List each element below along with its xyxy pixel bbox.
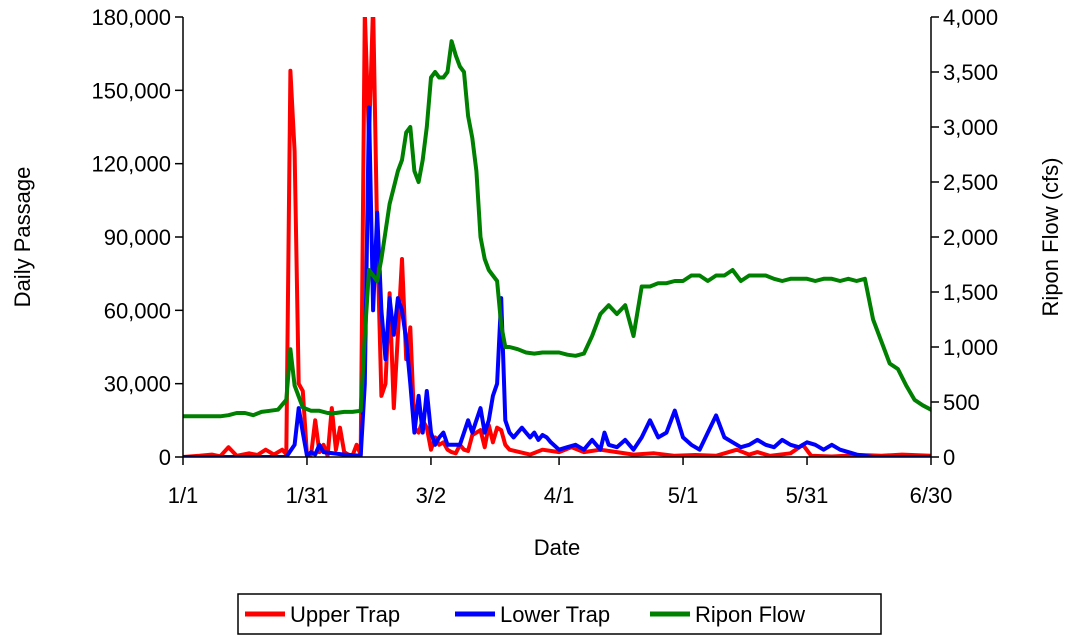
series-line-ripon-flow [183,39,931,419]
legend-label: Ripon Flow [695,602,805,627]
legend: Upper Trap Lower Trap Ripon Flow [237,593,882,635]
x-axis-title: Date [534,535,580,560]
x-tick-label: 1/31 [286,483,329,508]
x-tick-label: 1/1 [168,483,199,508]
y-left-tick-label: 0 [159,445,171,470]
y-left-tick-label: 150,000 [91,78,171,103]
y-right-tick-label: 3,000 [943,115,998,140]
legend-label: Upper Trap [290,602,400,627]
series-layer [183,17,931,457]
y-left-axis-title: Daily Passage [10,167,35,308]
series-line-lower-trap [183,105,931,457]
x-tick-label: 6/30 [910,483,953,508]
axes-layer: 0 30,000 60,000 90,000 120,000 150,000 180,000… [91,5,998,508]
legend-box [237,593,882,635]
y-right-tick-label: 3,500 [943,60,998,85]
y-right-tick-label: 500 [943,390,980,415]
x-tick-label: 5/31 [786,483,829,508]
x-tick-label: 4/1 [544,483,575,508]
y-left-tick-label: 120,000 [91,152,171,177]
legend-label: Lower Trap [500,602,610,627]
y-left-tick-label: 90,000 [104,225,171,250]
y-right-tick-label: 1,000 [943,335,998,360]
y-right-axis-title: Ripon Flow (cfs) [1038,158,1063,317]
y-right-tick-label: 1,500 [943,280,998,305]
x-tick-label: 3/2 [416,483,447,508]
y-left-tick-label: 180,000 [91,5,171,30]
y-left-tick-label: 60,000 [104,298,171,323]
y-right-tick-label: 0 [943,445,955,470]
y-right-tick-label: 2,500 [943,170,998,195]
y-right-tick-label: 2,000 [943,225,998,250]
y-left-tick-label: 30,000 [104,372,171,397]
y-right-tick-label: 4,000 [943,5,998,30]
x-tick-label: 5/1 [668,483,699,508]
